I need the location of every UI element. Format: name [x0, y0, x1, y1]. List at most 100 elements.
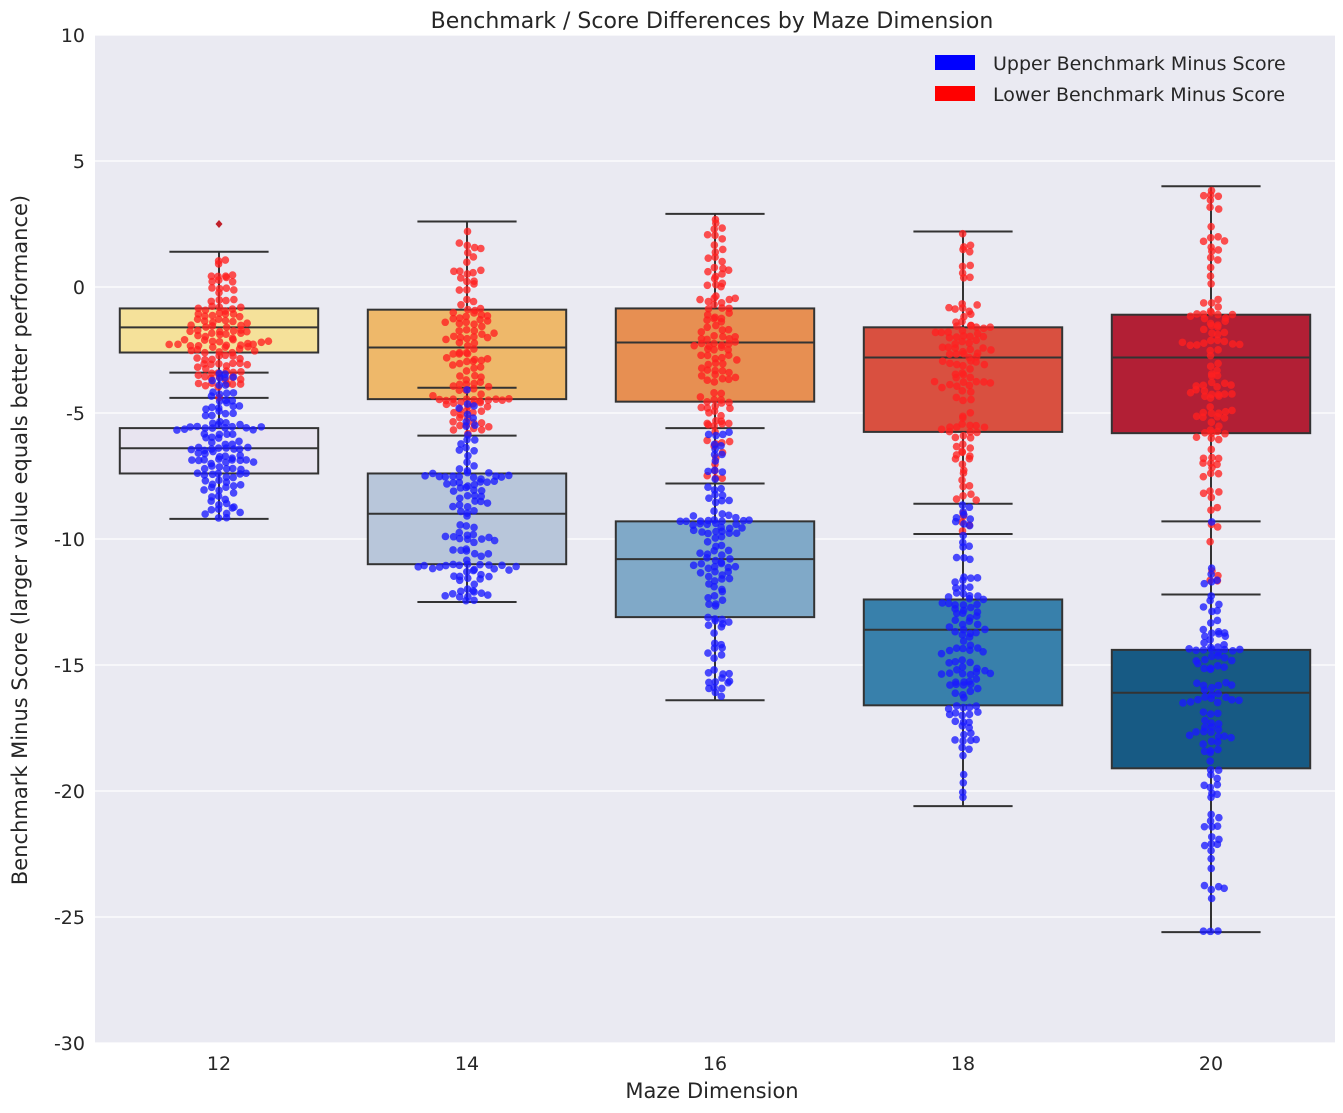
swarm-point [973, 301, 981, 309]
swarm-point [455, 494, 464, 503]
swarm-point [1206, 203, 1214, 212]
swarm-point [973, 684, 982, 693]
swarm-point [471, 371, 479, 380]
swarm-point [711, 457, 720, 465]
swarm-point [951, 578, 959, 586]
swarm-point [958, 722, 967, 730]
swarm-point [209, 318, 217, 327]
swarm-point [202, 323, 210, 331]
swarm-point [462, 380, 471, 389]
swarm-point [944, 705, 953, 713]
swarm-point [711, 366, 719, 375]
swarm-point [477, 570, 485, 579]
swarm-point [208, 311, 217, 320]
swarm-point [1213, 790, 1221, 799]
swarm-point [959, 361, 967, 370]
swarm-point [703, 281, 712, 290]
swarm-point [456, 333, 465, 342]
swarm-point [965, 703, 974, 712]
swarm-point [1214, 310, 1222, 319]
swarm-point [209, 388, 217, 397]
swarm-point [958, 630, 967, 639]
swarm-point [717, 298, 726, 307]
swarm-point [214, 492, 223, 500]
swarm-point [221, 316, 230, 325]
swarm-point [718, 326, 727, 334]
swarm-point [951, 717, 960, 726]
swarm-point [435, 472, 444, 481]
swarm-point [463, 286, 471, 294]
swarm-point [703, 323, 712, 332]
swarm-point [504, 471, 513, 480]
swarm-point [214, 257, 223, 265]
swarm-point [242, 456, 251, 464]
swarm-point [725, 368, 733, 377]
swarm-point [498, 561, 506, 570]
swarm-point [960, 573, 968, 582]
swarm-point [1214, 246, 1223, 254]
outlier-point [215, 220, 223, 228]
swarm-point [718, 374, 727, 383]
swarm-point [414, 563, 423, 571]
swarm-point [208, 284, 216, 292]
swarm-point [986, 379, 995, 387]
swarm-point [711, 231, 719, 240]
swarm-point [215, 407, 223, 415]
swarm-point [710, 395, 719, 404]
swarm-point [1213, 460, 1221, 469]
swarm-point [1199, 191, 1208, 200]
swarm-point [696, 549, 704, 557]
swarm-point [1200, 579, 1209, 588]
y-tick-label: -20 [54, 781, 85, 803]
swarm-point [456, 274, 465, 282]
swarm-point [725, 334, 734, 343]
swarm-point [1192, 382, 1201, 390]
swarm-point [705, 408, 713, 417]
swarm-point [1214, 766, 1223, 775]
swarm-point [959, 274, 968, 282]
swarm-point [966, 583, 974, 592]
swarm-point [958, 620, 967, 629]
swarm-point [477, 535, 486, 543]
swarm-point [1214, 205, 1223, 213]
swarm-point [965, 482, 974, 490]
x-tick-label: 12 [207, 1053, 231, 1075]
swarm-point [718, 585, 726, 594]
swarm-point [485, 469, 493, 477]
swarm-point [456, 521, 464, 529]
swarm-point [214, 420, 223, 429]
swarm-point [463, 295, 471, 304]
swarm-point [194, 310, 203, 318]
swarm-point [237, 368, 245, 376]
swarm-point [1207, 434, 1216, 442]
swarm-point [703, 230, 712, 239]
swarm-point [221, 409, 230, 418]
swarm-point [477, 552, 486, 561]
swarm-point [958, 387, 967, 395]
swarm-point [965, 503, 974, 512]
swarm-point [1201, 716, 1209, 725]
swarm-point [973, 428, 981, 437]
swarm-point [951, 433, 960, 442]
swarm-point [696, 519, 704, 528]
swarm-point [705, 494, 713, 502]
swarm-point [449, 308, 458, 317]
swarm-point [1214, 233, 1222, 241]
swarm-point [193, 422, 202, 431]
swarm-point [194, 443, 203, 452]
swarm-point [967, 574, 975, 582]
swarm-point [1214, 192, 1223, 201]
swarm-point [980, 423, 989, 432]
swarm-point [477, 390, 485, 399]
swarm-point [463, 503, 472, 511]
swarm-point [455, 386, 464, 394]
swarm-point [483, 312, 492, 320]
swarm-point [214, 276, 223, 284]
swarm-point [236, 420, 244, 429]
swarm-point [477, 311, 486, 319]
swarm-point [477, 266, 485, 275]
swarm-point [979, 332, 988, 341]
swarm-point [1228, 647, 1237, 655]
swarm-point [476, 304, 485, 313]
swarm-point [484, 382, 493, 391]
